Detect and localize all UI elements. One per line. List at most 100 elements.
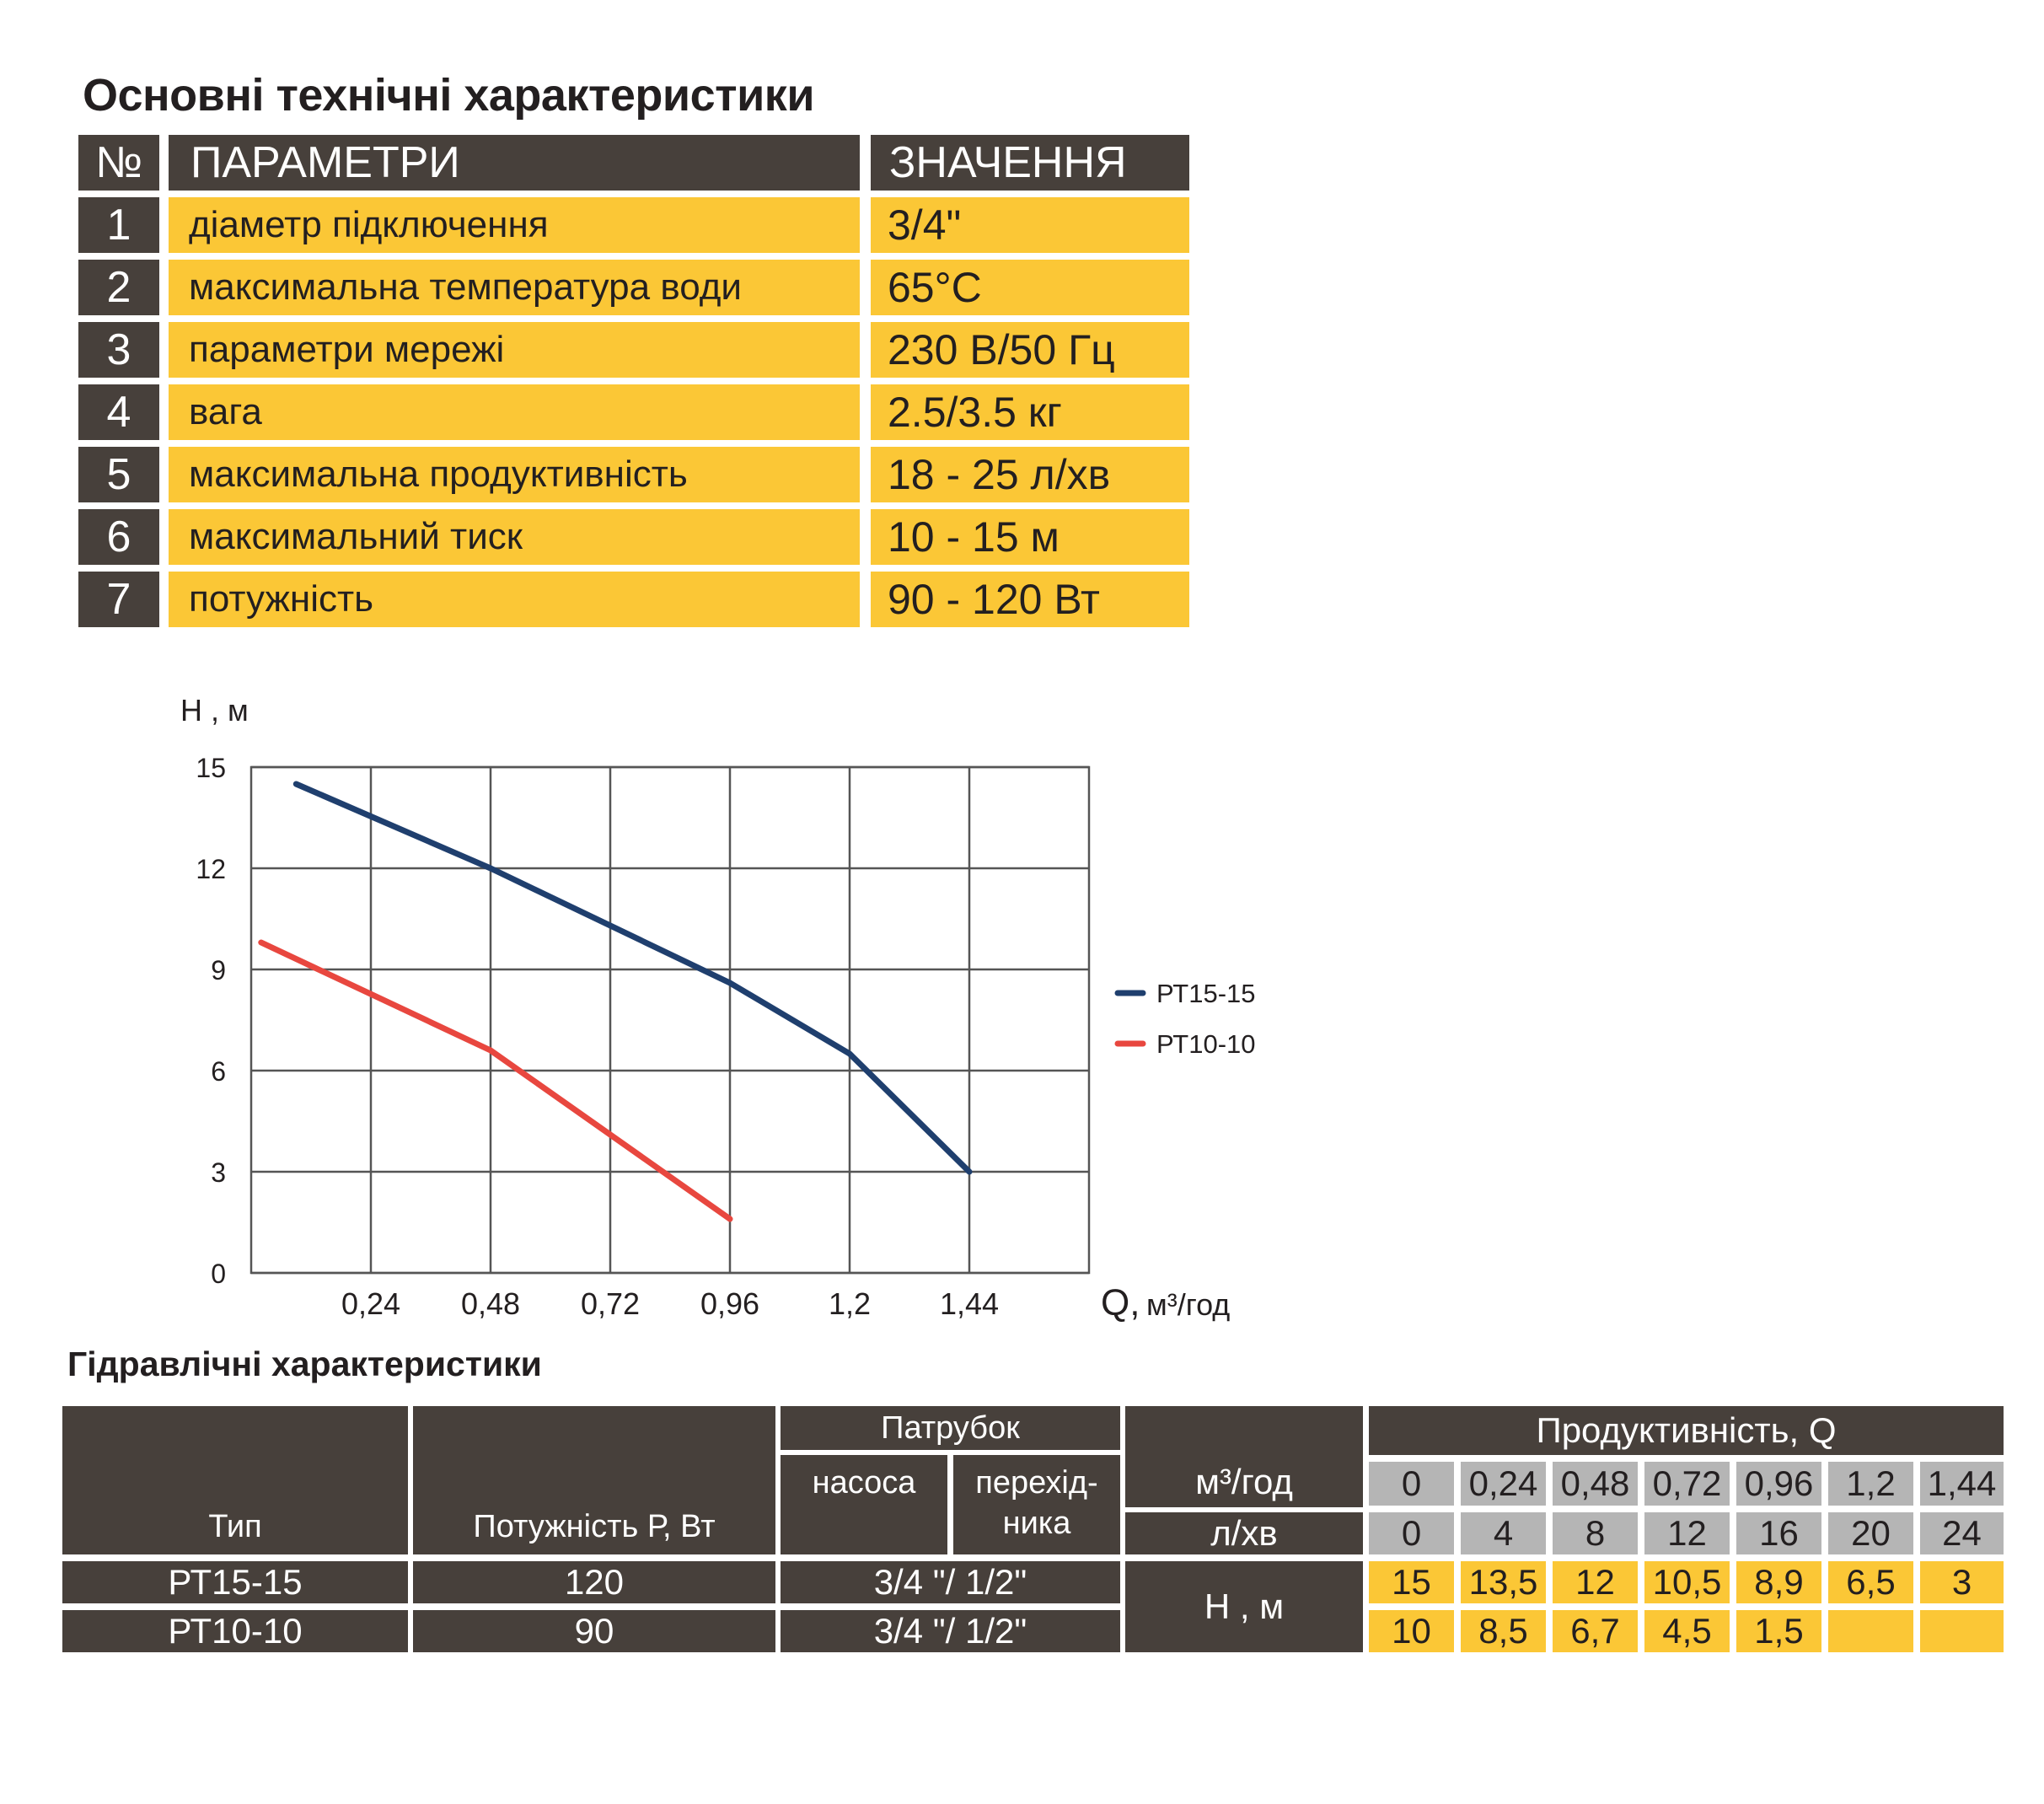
header-type: Тип <box>208 1508 262 1544</box>
specs-row-value: 3/4" <box>871 197 1189 253</box>
h-cell <box>1828 1610 1913 1652</box>
specs-row-value: 10 - 15 м <box>871 509 1189 565</box>
x-axis-unit: м³/год <box>1146 1287 1230 1322</box>
q-lmin-cell: 8 <box>1553 1512 1638 1554</box>
x-axis-label: Q, <box>1101 1282 1140 1323</box>
chart-legend: РТ15-15 РТ10-10 <box>1114 979 1256 1059</box>
plot-frame <box>249 765 1091 1275</box>
header-lmin: л/хв <box>1125 1512 1363 1554</box>
h-cell: 3 <box>1920 1561 2004 1603</box>
header-patrubok: Патрубок <box>781 1406 1120 1450</box>
y-axis-label: Н , м <box>180 693 249 728</box>
specs-row-value: 18 - 25 л/хв <box>871 447 1189 502</box>
hydraulic-title: Гідравлічні характеристики <box>67 1345 542 1383</box>
x-tick-label: 0,72 <box>581 1286 640 1321</box>
h-cell: 13,5 <box>1461 1561 1546 1603</box>
specs-row-param: максимальний тиск <box>169 509 860 565</box>
h-cell: 15 <box>1369 1561 1454 1603</box>
header-power: Потужність Р, Вт <box>473 1508 716 1544</box>
specs-header-value: ЗНАЧЕННЯ <box>871 135 1189 191</box>
specs-row-no: 6 <box>78 509 159 565</box>
chart-lines <box>258 781 973 1222</box>
x-tick-label: 1,2 <box>829 1286 871 1321</box>
series-line-1 <box>258 939 733 1222</box>
performance-chart: 0 3 6 9 12 15 0,24 0,48 0,72 0,96 1,2 1,44 Н , м Q,… <box>180 693 1256 1323</box>
h-cell <box>1920 1610 2004 1652</box>
row-power: 120 <box>413 1561 775 1603</box>
q-m3-cell: 0,24 <box>1461 1462 1546 1506</box>
header-power-block: Потужність Р, Вт <box>413 1406 775 1554</box>
x-tick-label: 0,48 <box>461 1286 520 1321</box>
header-nasosa: насоса <box>812 1464 916 1501</box>
header-type-block: Тип <box>62 1406 408 1554</box>
q-m3-cell: 0,48 <box>1553 1462 1638 1506</box>
h-cell: 4,5 <box>1644 1610 1730 1652</box>
q-lmin-cell: 12 <box>1644 1512 1730 1554</box>
y-tick-label: 3 <box>211 1157 226 1188</box>
header-perekhidnyka-line2: ника <box>1002 1505 1071 1541</box>
header-head: Н , м <box>1125 1561 1363 1652</box>
header-productivity: Продуктивність, Q <box>1369 1406 2004 1455</box>
specs-row-no: 5 <box>78 447 159 502</box>
legend-label: РТ10-10 <box>1156 1029 1256 1059</box>
x-tick-label: 0,24 <box>341 1286 400 1321</box>
specs-row-no: 7 <box>78 572 159 627</box>
header-m3: м³/год <box>1195 1462 1293 1501</box>
row-patrubok: 3/4 "/ 1/2" <box>781 1561 1120 1603</box>
q-m3-cell: 1,2 <box>1828 1462 1913 1506</box>
x-tick-label: 0,96 <box>700 1286 759 1321</box>
specs-row-value: 65°C <box>871 260 1189 315</box>
q-m3-cell: 1,44 <box>1920 1462 2004 1506</box>
specs-header-param: ПАРАМЕТРИ <box>169 135 860 191</box>
h-cell: 12 <box>1553 1561 1638 1603</box>
h-cell: 8,9 <box>1736 1561 1821 1603</box>
specs-row-value: 2.5/3.5 кг <box>871 384 1189 440</box>
series-line-0 <box>292 781 973 1175</box>
chart-ticks: 0 3 6 9 12 15 0,24 0,48 0,72 0,96 1,2 1,44 <box>196 753 999 1321</box>
specs-header-no: № <box>78 135 159 191</box>
specs-row-no: 4 <box>78 384 159 440</box>
row-patrubok: 3/4 "/ 1/2" <box>781 1610 1120 1652</box>
row-type: РТ15-15 <box>62 1561 408 1603</box>
chart-grid <box>249 765 1091 1275</box>
header-m3-block: м³/год <box>1125 1406 1363 1507</box>
y-tick-label: 12 <box>196 854 226 884</box>
h-cell: 1,5 <box>1736 1610 1821 1652</box>
specs-row-param: потужність <box>169 572 860 627</box>
legend-label: РТ15-15 <box>1156 979 1256 1008</box>
q-m3-cell: 0,72 <box>1644 1462 1730 1506</box>
y-tick-label: 0 <box>211 1259 226 1289</box>
specs-row-no: 2 <box>78 260 159 315</box>
specs-row-value: 90 - 120 Вт <box>871 572 1189 627</box>
specs-row-no: 3 <box>78 322 159 378</box>
h-cell: 10,5 <box>1644 1561 1730 1603</box>
row-type: РТ10-10 <box>62 1610 408 1652</box>
y-tick-label: 9 <box>211 955 226 985</box>
q-lmin-cell: 20 <box>1828 1512 1913 1554</box>
specs-row-no: 1 <box>78 197 159 253</box>
h-cell: 6,7 <box>1553 1610 1638 1652</box>
header-perekhidnyka-block: перехід- ника <box>953 1455 1120 1554</box>
q-lmin-cell: 4 <box>1461 1512 1546 1554</box>
x-tick-label: 1,44 <box>940 1286 999 1321</box>
q-lmin-cell: 0 <box>1369 1512 1454 1554</box>
specs-row-value: 230 В/50 Гц <box>871 322 1189 378</box>
specs-title: Основні технічні характеристики <box>83 70 815 121</box>
q-lmin-cell: 24 <box>1920 1512 2004 1554</box>
row-power: 90 <box>413 1610 775 1652</box>
specs-row-param: вага <box>169 384 860 440</box>
y-tick-label: 6 <box>211 1056 226 1087</box>
specs-row-param: максимальна продуктивність <box>169 447 860 502</box>
q-lmin-cell: 16 <box>1736 1512 1821 1554</box>
specs-row-param: максимальна температура води <box>169 260 860 315</box>
specs-row-param: параметри мережі <box>169 322 860 378</box>
q-m3-cell: 0 <box>1369 1462 1454 1506</box>
q-m3-cell: 0,96 <box>1736 1462 1821 1506</box>
y-tick-label: 15 <box>196 753 226 783</box>
h-cell: 6,5 <box>1828 1561 1913 1603</box>
header-perekhidnyka-line1: перехід- <box>975 1464 1098 1501</box>
h-cell: 8,5 <box>1461 1610 1546 1652</box>
specs-row-param: діаметр підключення <box>169 197 860 253</box>
header-nasosa-block: насоса <box>781 1455 947 1554</box>
h-cell: 10 <box>1369 1610 1454 1652</box>
